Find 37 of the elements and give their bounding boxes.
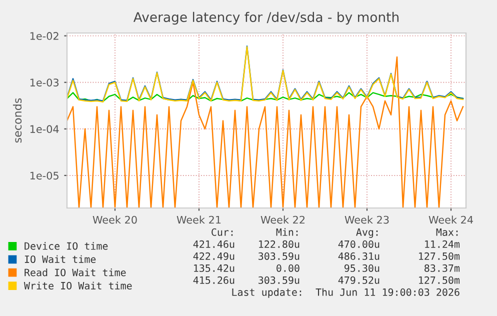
text: 0.00 xyxy=(276,264,300,272)
text: 421.46u xyxy=(193,240,234,248)
x-tick-label: Week 24 xyxy=(428,216,473,224)
text: 127.50m xyxy=(419,276,460,284)
text: 470.00u xyxy=(338,240,380,248)
text: 11.24m xyxy=(425,240,460,248)
text: Last update: Thu Jun 11 19:00:03 2026 xyxy=(232,288,460,298)
legend-label: Read IO Wait time xyxy=(24,268,126,276)
x-tick-label: Week 20 xyxy=(92,216,137,224)
line-series xyxy=(67,56,464,208)
y-tick-label: 1e-03 xyxy=(30,78,59,86)
text: 415.26u xyxy=(193,276,234,284)
y-tick-label: 1e-02 xyxy=(30,32,58,40)
text: Max: xyxy=(436,228,458,236)
x-tick-label: Week 22 xyxy=(260,216,305,224)
legend-label: Write IO Wait time xyxy=(24,282,132,290)
x-tick-label: Week 21 xyxy=(176,216,221,224)
x-tick-label: Week 23 xyxy=(344,216,389,224)
text: 122.80u xyxy=(259,240,300,248)
text: Cur: xyxy=(212,228,233,236)
legend-label: Device IO time xyxy=(24,242,108,250)
text: 127.50m xyxy=(419,252,460,260)
text: Avg: xyxy=(356,228,378,238)
text: 303.59u xyxy=(258,276,300,284)
text: 479.52u xyxy=(338,276,380,284)
text: 135.42u xyxy=(194,264,234,272)
text: Min: xyxy=(276,228,298,236)
chart-title: Average latency for /dev/sda - by month xyxy=(133,12,399,25)
y-tick-label: 1e-05 xyxy=(30,172,58,180)
text: 486.31u xyxy=(338,252,380,260)
y-tick-label: 1e-04 xyxy=(30,125,59,134)
legend-label: IO Wait time xyxy=(24,255,96,264)
y-axis-title: seconds xyxy=(13,98,22,143)
text: 303.59u xyxy=(258,252,300,260)
text: 422.49u xyxy=(193,252,234,260)
text: 83.37m xyxy=(424,264,460,272)
text: 95.30u xyxy=(344,264,380,272)
